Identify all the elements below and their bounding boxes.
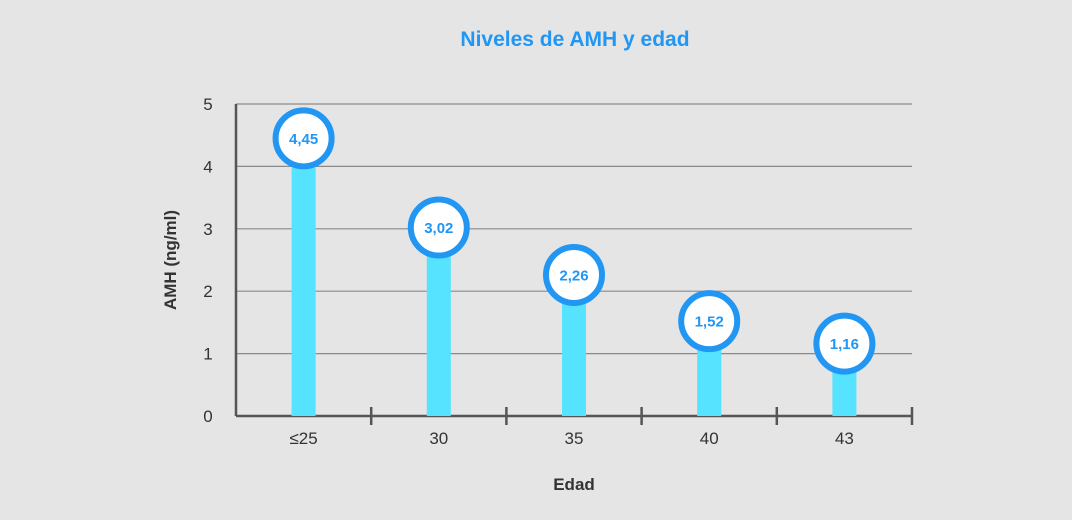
x-tick-label: 40 bbox=[700, 429, 719, 448]
data-label: 4,45 bbox=[289, 131, 318, 148]
y-tick-label: 3 bbox=[203, 220, 212, 239]
chart-title: Niveles de AMH y edad bbox=[460, 28, 689, 51]
value-marker bbox=[678, 290, 741, 353]
data-label: 1,52 bbox=[695, 314, 724, 331]
value-marker bbox=[272, 107, 335, 170]
data-label: 3,02 bbox=[424, 220, 453, 237]
y-tick-label: 4 bbox=[203, 157, 212, 176]
y-tick-label: 0 bbox=[203, 407, 212, 426]
y-tick-label: 5 bbox=[203, 95, 212, 114]
x-axis-label: Edad bbox=[553, 475, 595, 494]
bar bbox=[291, 138, 316, 416]
value-marker bbox=[543, 243, 605, 306]
x-tick-label: 30 bbox=[429, 429, 448, 448]
bar bbox=[426, 227, 451, 416]
y-axis-label: AMH (ng/ml) bbox=[161, 210, 180, 310]
data-label: 2,26 bbox=[559, 267, 588, 284]
x-tick-label: 43 bbox=[835, 429, 854, 448]
x-tick-label: ≤25 bbox=[289, 429, 317, 448]
data-label: 1,16 bbox=[830, 336, 859, 353]
y-tick-label: 1 bbox=[203, 345, 212, 364]
x-tick-label: 35 bbox=[565, 429, 584, 448]
value-markers: 4,45 3,02 2,26 1,52 1,16 bbox=[272, 107, 876, 375]
value-marker bbox=[813, 312, 876, 375]
y-tick-label: 2 bbox=[203, 282, 212, 301]
value-marker bbox=[407, 196, 470, 259]
grid-lines bbox=[236, 103, 912, 355]
